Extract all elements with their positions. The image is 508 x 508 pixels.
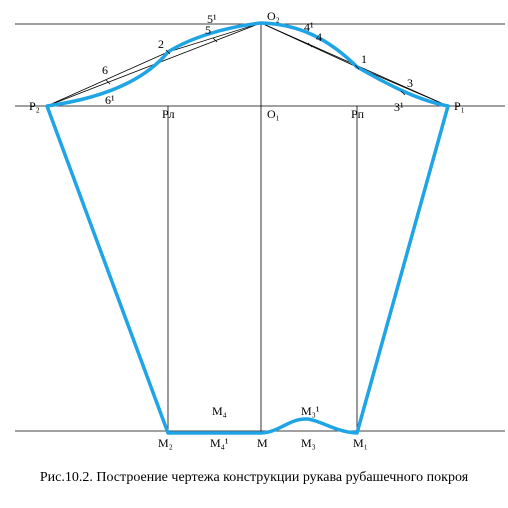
label-n1: 1 [361,52,367,66]
label-n3l: 3¹ [394,100,404,114]
label-n4p: 4¹ [304,20,314,34]
figure-caption: Рис.10.2. Построение чертежа конструкции… [0,470,508,486]
label-M4: M₄ [212,404,227,418]
label-n2: 2 [158,37,164,51]
label-n6l: 6¹ [105,93,115,107]
label-M41: M₄¹ [210,436,229,450]
label-n4: 4 [316,30,322,44]
label-P2: P₂ [29,99,40,113]
label-O1: O₁ [267,107,280,121]
label-n3: 3 [407,76,413,90]
label-M1: M₁ [353,436,368,450]
label-O2: O₂ [267,9,280,23]
label-M3: M₃ [301,436,316,450]
label-PR: Pп [351,107,365,121]
label-PL: Pл [162,107,175,121]
label-n5p: 5¹ [207,12,217,26]
label-M3p: M₃¹ [301,404,320,418]
label-P1: P₁ [454,99,465,113]
label-M2: M₂ [158,436,173,450]
label-M: M [257,436,268,450]
label-n6: 6 [102,63,108,77]
